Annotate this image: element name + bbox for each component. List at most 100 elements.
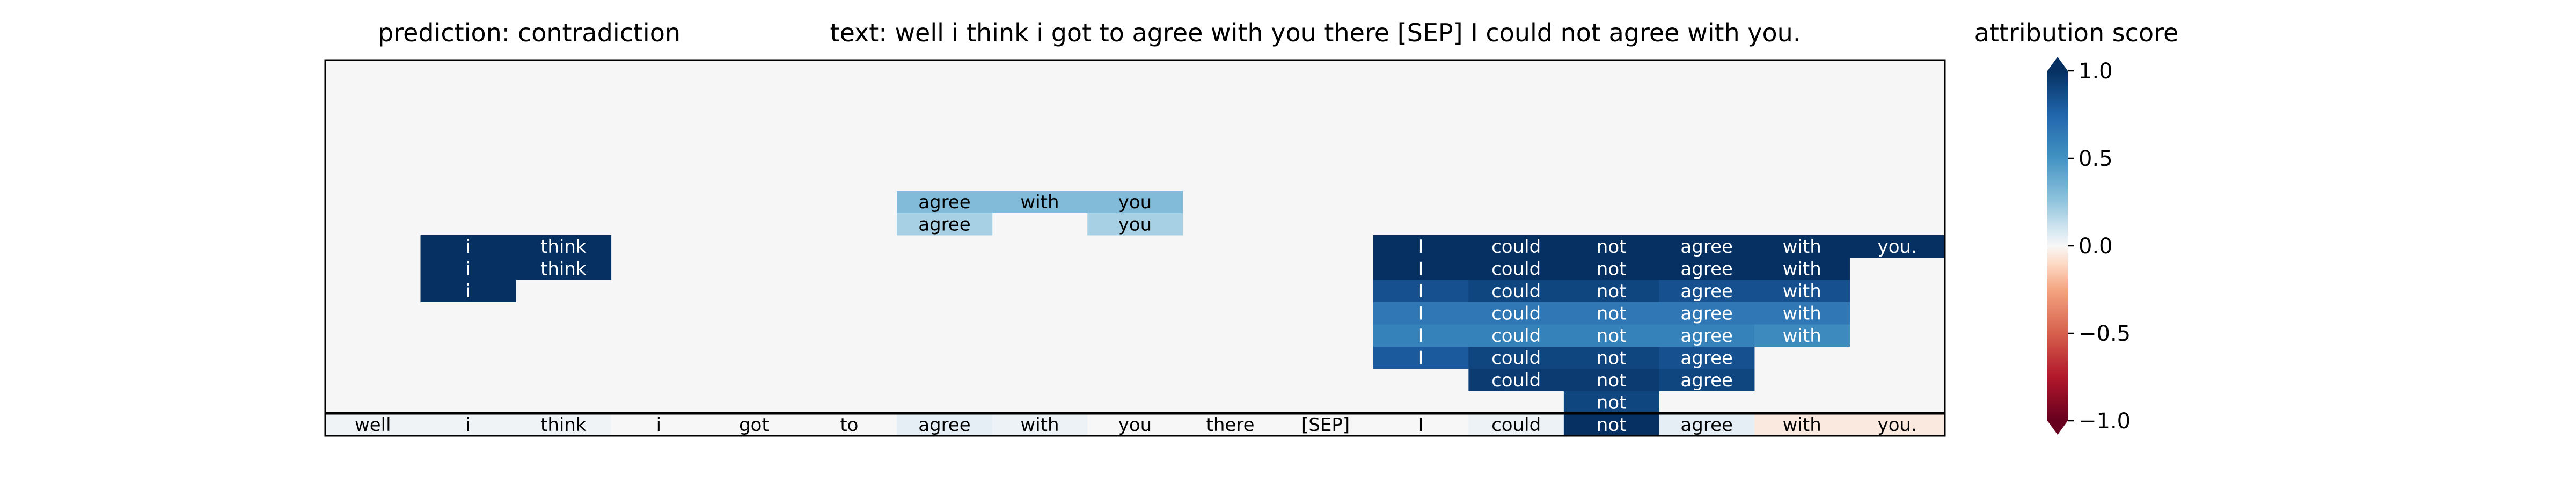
heatmap-cell-token: i xyxy=(466,258,471,280)
colorbar-gradient xyxy=(2047,71,2068,421)
heatmap-cell xyxy=(992,191,1088,213)
heatmap-cell-token: with xyxy=(1783,325,1821,347)
colorbar-extend-min xyxy=(2047,421,2068,435)
heatmap-cell xyxy=(1087,191,1183,213)
heatmap-cell-token: with xyxy=(1783,236,1821,258)
token-label: could xyxy=(1491,414,1541,436)
heatmap-cell xyxy=(1754,324,1850,347)
token-label: agree xyxy=(918,414,970,436)
heatmap-cell-token: with xyxy=(1783,258,1821,280)
token-score-cell xyxy=(1754,413,1850,436)
token-score-cell xyxy=(1373,413,1469,436)
heatmap-cell-token: agree xyxy=(918,214,970,235)
heatmap-cell xyxy=(420,235,516,258)
token-score-cell xyxy=(706,413,802,436)
token-label: you xyxy=(1118,414,1152,436)
heatmap-cell xyxy=(420,257,516,280)
heatmap-cell xyxy=(1468,257,1564,280)
colorbar-extend-max xyxy=(2047,57,2068,71)
text-title: text: well i think i got to agree with y… xyxy=(830,18,1801,47)
heatmap-cell-token: you xyxy=(1118,214,1152,235)
heatmap-cell-token: I xyxy=(1418,258,1424,280)
token-score-cell xyxy=(420,413,516,436)
token-score-cell xyxy=(1563,413,1659,436)
heatmap-cell xyxy=(1563,235,1659,258)
heatmap-cell xyxy=(897,191,993,213)
heatmap-cell-token: I xyxy=(1418,281,1424,302)
token-label: not xyxy=(1597,414,1627,436)
colorbar-tick-label: 0.5 xyxy=(2079,147,2113,171)
heatmap-cell xyxy=(420,280,516,302)
heatmap-cell xyxy=(1659,324,1755,347)
heatmap-cell-token: I xyxy=(1418,236,1424,258)
colorbar-tick-label: −1.0 xyxy=(2079,409,2131,434)
heatmap-cell-token: agree xyxy=(1680,325,1732,347)
heatmap-cell xyxy=(1468,324,1564,347)
heatmap-cell-token: not xyxy=(1597,347,1627,369)
heatmap-cell-token: i xyxy=(466,281,471,302)
heatmap-cell xyxy=(1563,369,1659,391)
token-score-cell xyxy=(1849,413,1945,436)
heatmap-cell-token: I xyxy=(1418,325,1424,347)
heatmap-cell-token: could xyxy=(1491,370,1541,391)
heatmap-cell-token: you xyxy=(1118,192,1152,213)
heatmap-plot: not could not agree I could not agree I could not a… xyxy=(324,59,1946,437)
colorbar-title: attribution score xyxy=(1974,18,2179,47)
heatmap-cell xyxy=(1659,369,1755,391)
heatmap-cell xyxy=(1468,280,1564,302)
heatmap-cell-token: agree xyxy=(1680,347,1732,369)
heatmap-cell xyxy=(1373,280,1469,302)
heatmap-cell xyxy=(897,213,993,236)
heatmap-cell-token: not xyxy=(1597,281,1627,302)
token-score-cell xyxy=(1278,413,1374,436)
heatmap-cell-token: not xyxy=(1597,303,1627,324)
heatmap-cell xyxy=(1754,280,1850,302)
heatmap-cell xyxy=(1754,302,1850,325)
token-label: agree xyxy=(1680,414,1732,436)
heatmap-cell xyxy=(1087,213,1183,236)
heatmap-cell-token: agree xyxy=(918,192,970,213)
token-score-cell xyxy=(992,413,1088,436)
token-label: to xyxy=(840,414,858,436)
token-label: there xyxy=(1206,414,1255,436)
heatmap-cell-token: i xyxy=(466,236,471,258)
heatmap-cell-token: agree xyxy=(1680,236,1732,258)
token-score-cell xyxy=(801,413,897,436)
heatmap-cell-token: think xyxy=(540,258,587,280)
token-score-cell xyxy=(516,413,612,436)
heatmap-cell xyxy=(1659,257,1755,280)
heatmap-cell xyxy=(1373,302,1469,325)
heatmap-cell-token: not xyxy=(1597,258,1627,280)
token-label: with xyxy=(1783,414,1821,436)
heatmap-cell-token: not xyxy=(1597,236,1627,258)
heatmap-cell-token: not xyxy=(1597,325,1627,347)
token-label: i xyxy=(656,414,661,436)
heatmap-cell-token: think xyxy=(540,236,587,258)
token-label: think xyxy=(540,414,587,436)
heatmap-cell-token: agree xyxy=(1680,281,1732,302)
token-score-cell xyxy=(611,413,707,436)
token-score-cell xyxy=(1182,413,1278,436)
heatmap-cell xyxy=(516,257,612,280)
heatmap-cell-token: could xyxy=(1491,281,1541,302)
heatmap-cell-token: with xyxy=(1020,192,1059,213)
colorbar-tick-label: −0.5 xyxy=(2079,321,2131,346)
heatmap-cell xyxy=(1468,302,1564,325)
heatmap-cell-token: not xyxy=(1597,370,1627,391)
heatmap-cell-token: agree xyxy=(1680,258,1732,280)
token-score-cell xyxy=(1659,413,1755,436)
heatmap-cell-token: agree xyxy=(1680,303,1732,324)
heatmap-cell xyxy=(1659,235,1755,258)
heatmap-cell-token: with xyxy=(1783,303,1821,324)
colorbar: 1.0 0.5 0.0 −0.5 −1.0 xyxy=(2047,57,2131,435)
heatmap-cell xyxy=(1373,346,1469,369)
heatmap-cell-token: not xyxy=(1597,392,1627,413)
heatmap-cell xyxy=(516,235,612,258)
heatmap-cell-token: could xyxy=(1491,303,1541,324)
token-label: with xyxy=(1020,414,1059,436)
token-label: well xyxy=(355,414,391,436)
token-score-cell xyxy=(897,413,993,436)
token-score-cell xyxy=(325,413,421,436)
token-score-cell xyxy=(1087,413,1183,436)
